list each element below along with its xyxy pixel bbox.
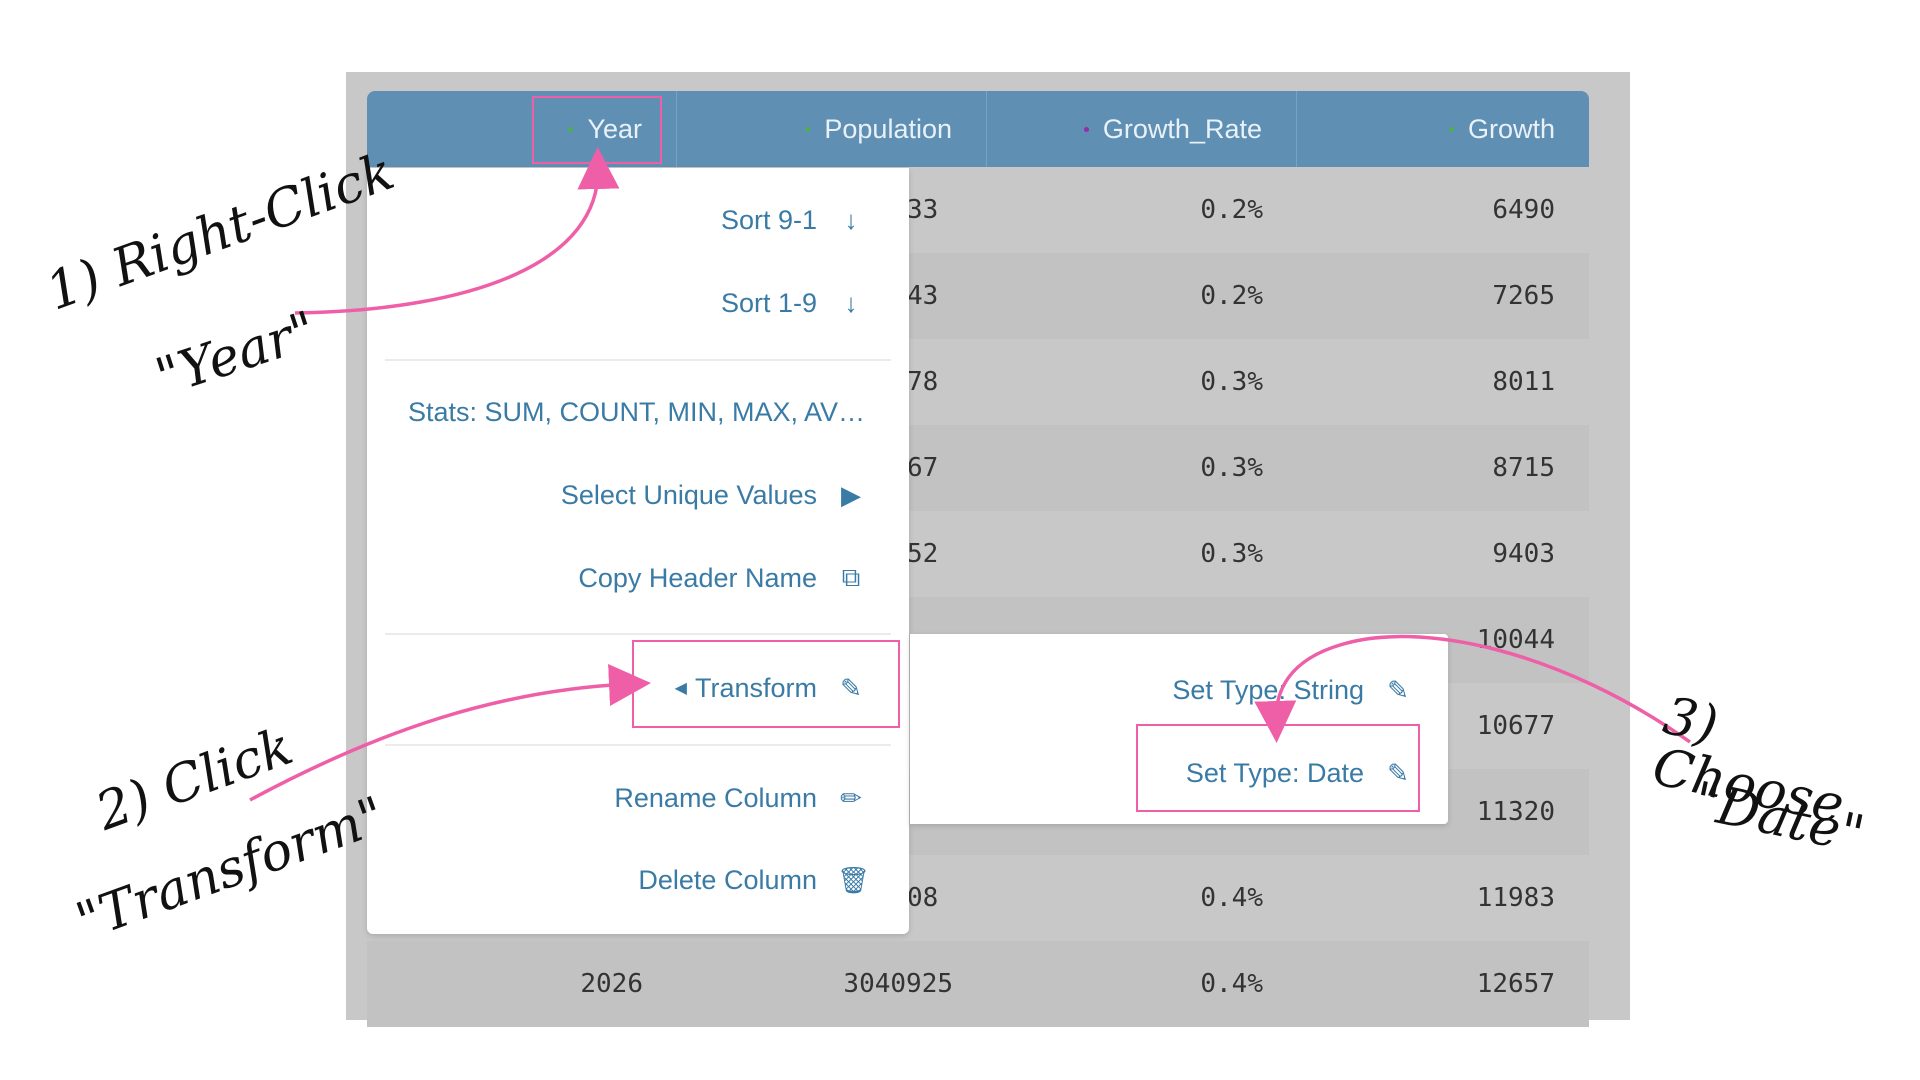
edit-icon: ✎: [840, 672, 862, 703]
caret-left-icon: ◀: [674, 680, 687, 697]
table-row[interactable]: 78 0.3% 8011: [367, 339, 1589, 425]
table-row[interactable]: 33 0.2% 6490: [367, 167, 1589, 253]
column-header-growth[interactable]: Growth: [1297, 91, 1589, 167]
growth-rate-cell: 0.3%: [1200, 539, 1263, 569]
menu-item-label: Select Unique Values: [560, 479, 817, 510]
growth-cell: 10677: [1476, 711, 1555, 741]
column-header-population[interactable]: Population: [677, 91, 987, 167]
edit-icon: ✎: [1387, 757, 1409, 788]
menu-item-label: Stats: SUM, COUNT, MIN, MAX, AV…: [407, 396, 865, 427]
growth-cell: 10044: [1476, 625, 1555, 655]
population-cell: 33: [907, 195, 939, 225]
growth-cell: 6490: [1492, 195, 1555, 225]
population-cell: 67: [907, 453, 939, 483]
delete-column-item[interactable]: Delete Column 🗑: [638, 860, 871, 900]
table-row[interactable]: 2026 3040925 0.4% 12657: [367, 941, 1589, 1027]
growth-rate-cell: 0.4%: [1200, 883, 1263, 913]
arrow-step3: [1254, 634, 1692, 744]
growth-cell: 9403: [1492, 539, 1555, 569]
column-header-label: Population: [824, 113, 952, 144]
menu-item-label: Set Type: String: [1172, 674, 1364, 705]
growth-cell: 11320: [1476, 797, 1555, 827]
growth-rate-cell: 0.2%: [1200, 195, 1263, 225]
arrow-step2: [249, 663, 651, 802]
sort-asc-icon: ↓: [844, 287, 858, 318]
column-header-year[interactable]: Year: [367, 91, 677, 167]
growth-rate-cell: 0.3%: [1200, 453, 1263, 483]
transform-item[interactable]: ◀ Transform ✎: [675, 668, 865, 708]
column-header-label: Year: [587, 113, 642, 144]
growth-cell: 12657: [1476, 969, 1555, 999]
copy-header-name-item[interactable]: Copy Header Name ⧉: [578, 558, 865, 598]
copy-icon: ⧉: [841, 562, 861, 592]
year-cell: 2026: [580, 969, 643, 999]
menu-item-label: Set Type: Date: [1185, 757, 1364, 788]
rename-column-item[interactable]: Rename Column ✏: [614, 778, 865, 818]
growth-cell: 11983: [1476, 883, 1555, 913]
sort-asc-item[interactable]: Sort 1-9 ↓: [721, 283, 865, 323]
menu-item-label: Sort 9-1: [720, 204, 817, 235]
sort-desc-item[interactable]: Sort 9-1 ↓: [721, 200, 865, 240]
menu-item-label: Sort 1-9: [720, 287, 817, 318]
submenu-arrow-icon: ▶: [841, 479, 861, 510]
population-cell: 08: [907, 883, 939, 913]
arrow-step1: [294, 147, 620, 315]
growth-rate-cell: 0.3%: [1200, 367, 1263, 397]
column-header-label: Growth: [1467, 113, 1555, 144]
growth-cell: 8715: [1492, 453, 1555, 483]
menu-divider: [385, 633, 891, 635]
column-header-row: Year Population Growth_Rate Growth: [367, 91, 1589, 167]
sort-desc-icon: ↓: [844, 204, 858, 235]
growth-rate-cell: 0.2%: [1200, 281, 1263, 311]
column-context-menu: Sort 9-1 ↓ Sort 1-9 ↓ Stats: SUM, COUNT,…: [367, 168, 909, 934]
table-row[interactable]: 10677: [367, 683, 1589, 769]
transform-submenu: Set Type: String ✎ Set Type: Date ✎: [910, 634, 1448, 824]
population-cell: 78: [907, 367, 939, 397]
growth-cell: 7265: [1492, 281, 1555, 311]
menu-item-label: Transform: [694, 672, 817, 703]
population-cell: 43: [907, 281, 939, 311]
population-cell: 52: [907, 539, 939, 569]
column-header-label: Growth_Rate: [1102, 113, 1262, 144]
type-dot-icon: [568, 126, 574, 132]
stats-item[interactable]: Stats: SUM, COUNT, MIN, MAX, AV…: [408, 392, 865, 432]
population-cell: 3040925: [843, 969, 953, 999]
edit-icon: ✎: [1387, 674, 1409, 705]
type-dot-icon: [1448, 126, 1454, 132]
set-type-date-item[interactable]: Set Type: Date ✎: [1186, 753, 1412, 793]
menu-item-label: Rename Column: [614, 782, 817, 813]
select-unique-values-item[interactable]: Select Unique Values ▶: [561, 475, 865, 515]
menu-item-label: Copy Header Name: [578, 562, 817, 593]
column-header-growth-rate[interactable]: Growth_Rate: [987, 91, 1297, 167]
table-row[interactable]: 08 0.4% 11983: [367, 855, 1589, 941]
menu-divider: [385, 744, 891, 746]
set-type-string-item[interactable]: Set Type: String ✎: [1172, 670, 1412, 710]
type-dot-icon: [805, 126, 811, 132]
trash-icon: 🗑: [837, 864, 871, 895]
pencil-icon: ✏: [840, 782, 862, 813]
growth-cell: 8011: [1492, 367, 1555, 397]
table-row[interactable]: 52 0.3% 9403: [367, 511, 1589, 597]
growth-rate-cell: 0.4%: [1200, 969, 1263, 999]
menu-divider: [385, 359, 891, 361]
type-dot-icon: [1083, 126, 1089, 132]
menu-item-label: Delete Column: [638, 864, 817, 895]
